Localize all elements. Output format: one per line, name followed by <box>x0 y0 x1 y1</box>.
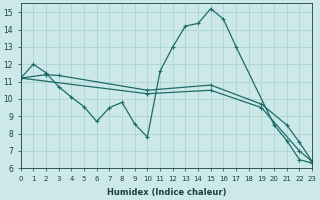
X-axis label: Humidex (Indice chaleur): Humidex (Indice chaleur) <box>107 188 226 197</box>
